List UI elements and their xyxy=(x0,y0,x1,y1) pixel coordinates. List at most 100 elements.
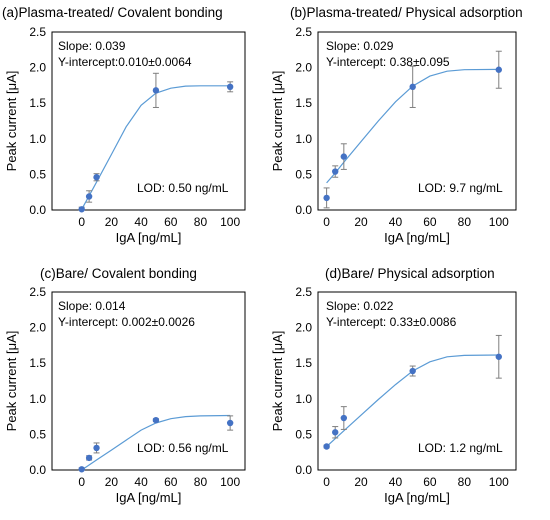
panel-d-title: (d)Bare/ Physical adsorption xyxy=(325,266,495,281)
panel-d-point-4 xyxy=(495,353,502,360)
panel-d-slope: Slope: 0.022 xyxy=(326,299,394,313)
panel-b-point-0 xyxy=(323,194,330,202)
panel-a-ytick-0: 0.0 xyxy=(29,203,46,217)
panel-c-xtick-0: 0 xyxy=(78,475,85,489)
panel-c-xtick-2: 40 xyxy=(134,475,148,489)
panel-c-title: (c)Bare/ Covalent bonding xyxy=(40,266,197,281)
panel-a-xtick-1: 20 xyxy=(105,215,119,229)
panel-d-ytick-2: 1.0 xyxy=(295,392,312,406)
panel-b-ytick-5: 2.5 xyxy=(295,25,312,39)
panel-a-xtick-5: 100 xyxy=(220,215,240,229)
panel-c-intercept: Y-intercept: 0.002±0.0026 xyxy=(58,315,195,329)
panel-d-frame xyxy=(317,291,517,471)
panel-d-fit-curve xyxy=(326,354,499,447)
panel-c-ytick-3: 1.5 xyxy=(29,356,46,370)
panel-d-lod: LOD: 1.2 ng/mL xyxy=(418,441,503,455)
panel-d-point-1 xyxy=(332,429,339,436)
panel-a-point-0 xyxy=(78,206,85,213)
chart-marks: 0.0 0.5 1.0 1.5 2.0 2.5 0 20 40 60 80 100 IgA [ng/mL… xyxy=(4,25,509,505)
panel-a-frame xyxy=(51,31,246,211)
panel-b-xtick-3: 60 xyxy=(423,215,437,229)
panel-b-xtick-0: 0 xyxy=(323,215,330,229)
panel-d-point-3 xyxy=(409,367,416,375)
panel-d-point-0 xyxy=(323,443,330,450)
panel-d-xtick-1: 20 xyxy=(354,475,368,489)
panel-b-intercept: Y-intercept: 0.38±0.095 xyxy=(326,55,450,69)
panel-b-title: (b)Plasma-treated/ Physical adsorption xyxy=(290,5,523,20)
panel-b-ytick-0: 0.0 xyxy=(295,203,312,217)
panel-d-intercept: Y-intercept: 0.33±0.0086 xyxy=(326,315,457,329)
panel-b-point-1 xyxy=(332,168,339,175)
panel-a-xtick-3: 60 xyxy=(164,215,178,229)
panel-a-ylabel: Peak current [μA] xyxy=(4,71,19,172)
panel-a-ytick-4: 2.0 xyxy=(29,61,46,75)
panel-c-point-0 xyxy=(78,466,85,473)
panel-d-ytick-5: 2.5 xyxy=(295,285,312,299)
panel-a-xlabel: IgA [ng/mL] xyxy=(116,230,182,245)
panel-b-xtick-5: 100 xyxy=(489,215,509,229)
panel-b-xtick-1: 20 xyxy=(354,215,368,229)
panel-b-ylabel: Peak current [μA] xyxy=(270,71,285,172)
panel-d-point-2 xyxy=(340,414,348,422)
panel-c-xtick-1: 20 xyxy=(105,475,119,489)
panel-d-ytick-3: 1.5 xyxy=(295,356,312,370)
panel-c-xtick-3: 60 xyxy=(164,475,178,489)
panel-a-title: (a)Plasma-treated/ Covalent bonding xyxy=(2,5,223,20)
panel-a-ytick-5: 2.5 xyxy=(29,25,46,39)
panel-c-xtick-5: 100 xyxy=(220,475,240,489)
panel-c-lod: LOD: 0.56 ng/mL xyxy=(137,441,229,455)
panel-d-ytick-1: 0.5 xyxy=(295,427,312,441)
panel-d-ytick-4: 2.0 xyxy=(295,321,312,335)
panel-a-ytick-2: 1.0 xyxy=(29,132,46,146)
panel-c-xtick-4: 80 xyxy=(194,475,208,489)
panel-b-point-2 xyxy=(340,153,348,160)
panel-a-slope: Slope: 0.039 xyxy=(58,39,126,53)
panel-c-ytick-4: 2.0 xyxy=(29,321,46,335)
panel-a-point-3 xyxy=(152,87,160,94)
panel-a-point-2 xyxy=(93,174,100,181)
panel-c-point-3 xyxy=(152,416,160,424)
panel-a-xtick-4: 80 xyxy=(194,215,208,229)
panel-a-lod: LOD: 0.50 ng/mL xyxy=(137,181,229,195)
panel-c-ytick-1: 0.5 xyxy=(29,427,46,441)
panel-d-xlabel: IgA [ng/mL] xyxy=(384,490,450,505)
panel-c-point-1 xyxy=(85,454,93,462)
panel-b-ytick-2: 1.0 xyxy=(295,132,312,146)
panel-b-slope: Slope: 0.029 xyxy=(326,39,394,53)
panel-a-point-1 xyxy=(85,193,93,200)
panel-c-xlabel: IgA [ng/mL] xyxy=(116,490,182,505)
panel-a-ytick-1: 0.5 xyxy=(29,167,46,181)
panel-a-ytick-3: 1.5 xyxy=(29,96,46,110)
panel-b-point-4 xyxy=(495,66,502,73)
panel-a-intercept: Y-intercept:0.010±0.0064 xyxy=(58,55,192,69)
panel-b-fit-curve xyxy=(326,68,499,184)
panel-b-ytick-4: 2.0 xyxy=(295,61,312,75)
panel-a-xtick-2: 40 xyxy=(134,215,148,229)
panel-c-point-2 xyxy=(93,444,100,452)
panel-a-point-4 xyxy=(226,83,234,91)
panel-c-frame xyxy=(51,291,246,471)
panel-b-xtick-2: 40 xyxy=(389,215,403,229)
panel-b-point-3 xyxy=(409,83,416,91)
panel-c-ylabel: Peak current [μA] xyxy=(4,331,19,432)
panel-d-ylabel: Peak current [μA] xyxy=(270,331,285,432)
panel-b-xlabel: IgA [ng/mL] xyxy=(384,230,450,245)
panel-a-xtick-0: 0 xyxy=(78,215,85,229)
panel-c-ytick-5: 2.5 xyxy=(29,285,46,299)
panel-b-ytick-3: 1.5 xyxy=(295,96,312,110)
panel-b-ytick-1: 0.5 xyxy=(295,167,312,181)
panel-a-fit-curve xyxy=(81,85,231,210)
panel-d-xtick-2: 40 xyxy=(389,475,403,489)
panel-c-slope: Slope: 0.014 xyxy=(58,299,126,313)
panel-b-lod: LOD: 9.7 ng/mL xyxy=(418,181,503,195)
panel-d-xtick-3: 60 xyxy=(423,475,437,489)
panel-b-frame xyxy=(317,31,517,211)
panel-d-xtick-4: 80 xyxy=(458,475,472,489)
panel-d-xtick-5: 100 xyxy=(489,475,509,489)
panel-c-ytick-2: 1.0 xyxy=(29,392,46,406)
panel-c-point-4 xyxy=(226,419,234,427)
panel-c-fit-curve xyxy=(81,414,231,471)
panel-d-xtick-0: 0 xyxy=(323,475,330,489)
panel-d-ytick-0: 0.0 xyxy=(295,463,312,477)
